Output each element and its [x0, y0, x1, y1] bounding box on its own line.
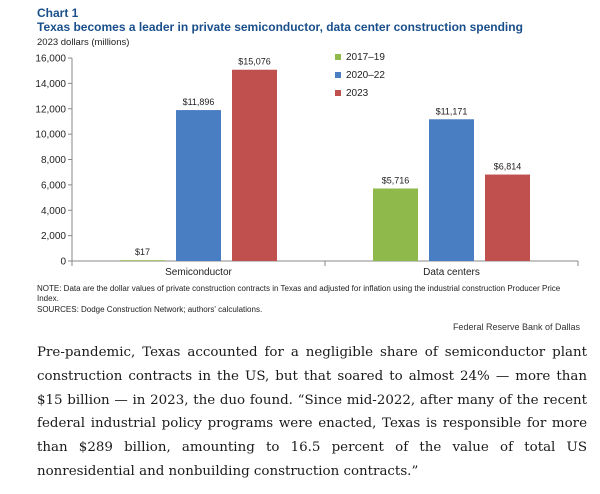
legend-swatch [335, 72, 341, 78]
y-tick-label: 6,000 [41, 180, 66, 191]
legend-label: 2020–22 [346, 70, 385, 81]
x-category-label: Semiconductor [165, 267, 232, 278]
bar-value-label: $11,171 [436, 106, 468, 116]
bar-value-label: $15,076 [238, 57, 271, 67]
y-tick-label: 0 [60, 257, 66, 268]
bar [485, 174, 530, 261]
legend-label: 2017–19 [346, 52, 385, 63]
legend-swatch [335, 54, 341, 60]
bar [429, 119, 474, 261]
bar-chart: 0 2,000 4,000 6,000 8,000 10,000 12,000 14,000 1… [35, 52, 579, 278]
x-category-label: Data centers [423, 267, 480, 278]
y-tick-label: 16,000 [35, 54, 66, 65]
y-tick-label: 14,000 [35, 79, 66, 90]
legend-label: 2023 [346, 88, 369, 99]
chart-title: Texas becomes a leader in private semico… [37, 20, 523, 34]
y-tick-label: 8,000 [41, 155, 66, 166]
bar-value-label: $17 [135, 247, 150, 257]
bar-value-label: $11,896 [183, 97, 215, 107]
bar-value-label: $6,814 [494, 162, 522, 172]
y-tick-label: 2,000 [41, 231, 66, 242]
y-tick-label: 12,000 [35, 104, 66, 115]
bar [373, 188, 418, 261]
bar-value-label: $5,716 [382, 175, 410, 185]
chart-sources: SOURCES: Dodge Construction Network; aut… [37, 305, 263, 314]
chart-note: NOTE: Data are the dollar values of priv… [37, 284, 561, 303]
article-paragraph: Pre-pandemic, Texas accounted for a negl… [37, 345, 587, 479]
legend-swatch [335, 90, 341, 96]
chart-credit: Federal Reserve Bank of Dallas [452, 322, 580, 332]
bar [232, 69, 277, 261]
y-axis-units: 2023 dollars (millions) [37, 37, 130, 48]
chart-label: Chart 1 [37, 6, 79, 20]
bar [120, 260, 165, 261]
y-tick-label: 4,000 [41, 206, 66, 217]
bar [176, 110, 221, 261]
y-tick-label: 10,000 [35, 130, 66, 141]
